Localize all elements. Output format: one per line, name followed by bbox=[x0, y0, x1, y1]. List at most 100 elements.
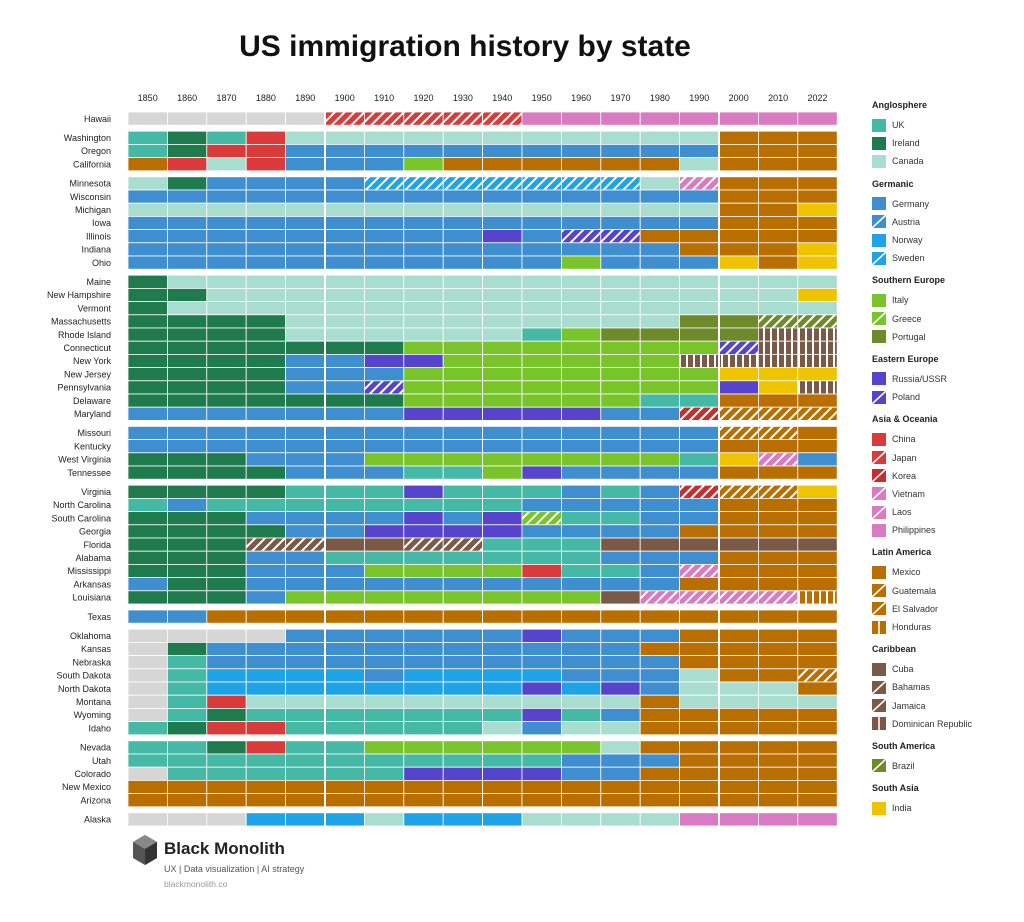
heatmap-cell bbox=[442, 215, 484, 230]
heatmap-cell bbox=[679, 694, 720, 709]
heatmap-cell bbox=[285, 524, 326, 539]
legend-item: Germany bbox=[872, 195, 1022, 213]
heatmap-cell bbox=[245, 327, 286, 342]
heatmap-cell bbox=[127, 793, 168, 808]
heatmap-cell bbox=[718, 406, 759, 421]
heatmap-cell bbox=[324, 439, 365, 454]
year-label: 1880 bbox=[256, 93, 276, 103]
heatmap-cell bbox=[758, 202, 799, 217]
heatmap-cell bbox=[324, 628, 365, 643]
heatmap-cell bbox=[679, 353, 720, 368]
heatmap-cell bbox=[639, 655, 681, 670]
heatmap-cell bbox=[403, 564, 444, 579]
heatmap-cell bbox=[561, 642, 602, 657]
heatmap-cell bbox=[482, 609, 523, 624]
legend-swatch bbox=[872, 680, 886, 694]
heatmap-cell bbox=[442, 740, 484, 755]
heatmap-cell bbox=[324, 766, 365, 781]
heatmap-cell bbox=[758, 111, 799, 126]
heatmap-cell bbox=[521, 340, 562, 355]
heatmap-cell bbox=[482, 590, 523, 605]
heatmap-cell bbox=[324, 340, 365, 355]
heatmap-cell bbox=[403, 766, 444, 781]
heatmap-cell bbox=[679, 497, 720, 512]
heatmap-cell bbox=[206, 367, 247, 382]
heatmap-cell bbox=[600, 202, 641, 217]
heatmap-cell bbox=[363, 340, 405, 355]
heatmap-cell bbox=[363, 202, 405, 217]
legend-label: Guatemala bbox=[892, 585, 937, 596]
heatmap-cell bbox=[127, 609, 168, 624]
heatmap-cell bbox=[363, 812, 405, 827]
heatmap-cell bbox=[285, 406, 326, 421]
heatmap-cell bbox=[403, 642, 444, 657]
heatmap-cell bbox=[718, 242, 759, 257]
heatmap-cell bbox=[206, 130, 247, 145]
heatmap-cell bbox=[285, 668, 326, 683]
heatmap-cell bbox=[127, 215, 168, 230]
legend-item: Laos bbox=[872, 503, 1022, 521]
heatmap-cell bbox=[442, 668, 484, 683]
heatmap-cell bbox=[718, 642, 759, 657]
heatmap-cell bbox=[600, 524, 641, 539]
state-label: New Mexico bbox=[62, 782, 111, 792]
heatmap-cell bbox=[206, 327, 247, 342]
heatmap-cell bbox=[521, 550, 562, 565]
legend-item: Brazil bbox=[872, 757, 1022, 775]
heatmap-cell bbox=[403, 393, 444, 408]
heatmap-cell bbox=[442, 812, 484, 827]
heatmap-cell bbox=[561, 340, 602, 355]
legend-label: Honduras bbox=[892, 622, 932, 633]
heatmap-cell bbox=[521, 452, 562, 467]
heatmap-cell bbox=[718, 577, 759, 592]
heatmap-cell bbox=[127, 668, 168, 683]
heatmap-cell bbox=[797, 380, 838, 395]
heatmap-cell bbox=[442, 229, 484, 244]
legend-swatch bbox=[872, 215, 886, 229]
heatmap-cell bbox=[166, 340, 208, 355]
state-label: Georgia bbox=[79, 527, 111, 537]
heatmap-cell bbox=[679, 143, 720, 158]
heatmap-cell bbox=[639, 642, 681, 657]
heatmap-cell bbox=[561, 780, 602, 795]
heatmap-cell bbox=[600, 655, 641, 670]
heatmap-cell bbox=[600, 439, 641, 454]
heatmap-cell bbox=[127, 393, 168, 408]
heatmap-cell bbox=[127, 497, 168, 512]
heatmap-cell bbox=[324, 590, 365, 605]
heatmap-cell bbox=[166, 287, 208, 302]
heatmap-cell bbox=[442, 380, 484, 395]
heatmap-cell bbox=[442, 628, 484, 643]
heatmap-cell bbox=[639, 668, 681, 683]
heatmap-cell bbox=[521, 642, 562, 657]
legend-item: Canada bbox=[872, 152, 1022, 170]
heatmap-cell bbox=[639, 287, 681, 302]
state-label: Florida bbox=[83, 540, 111, 550]
heatmap-cell bbox=[324, 642, 365, 657]
heatmap-cell bbox=[285, 340, 326, 355]
heatmap-cell bbox=[639, 564, 681, 579]
heatmap-cell bbox=[324, 314, 365, 329]
heatmap-cell bbox=[679, 301, 720, 316]
heatmap-cell bbox=[166, 753, 208, 768]
legend-group-title: Anglosphere bbox=[872, 100, 928, 110]
heatmap-cell bbox=[758, 793, 799, 808]
heatmap-cell bbox=[245, 452, 286, 467]
heatmap-cell bbox=[679, 215, 720, 230]
heatmap-cell bbox=[561, 484, 602, 499]
heatmap-cell bbox=[718, 327, 759, 342]
heatmap-cell bbox=[363, 766, 405, 781]
heatmap-cell bbox=[679, 628, 720, 643]
heatmap-cell bbox=[639, 590, 681, 605]
heatmap-cell bbox=[442, 681, 484, 696]
heatmap-cell bbox=[600, 425, 641, 440]
brand-url[interactable]: blackmonolith.co bbox=[164, 879, 228, 889]
heatmap-cell bbox=[363, 655, 405, 670]
heatmap-cell bbox=[797, 452, 838, 467]
year-label: 1920 bbox=[413, 93, 433, 103]
heatmap-cell bbox=[482, 130, 523, 145]
heatmap-cell bbox=[639, 694, 681, 709]
heatmap-cell bbox=[679, 577, 720, 592]
legend-label: Norway bbox=[892, 235, 923, 246]
heatmap-cell bbox=[403, 425, 444, 440]
